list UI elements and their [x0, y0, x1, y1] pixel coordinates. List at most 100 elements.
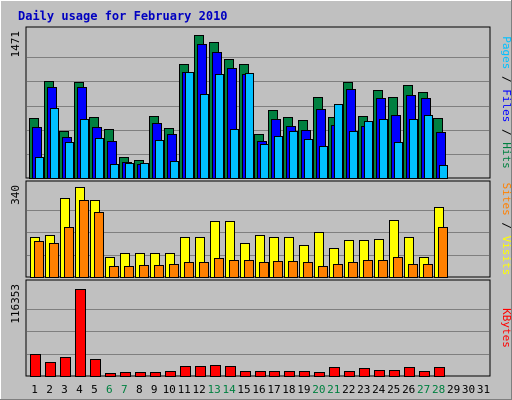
legend: Pages / Files / Hits: [500, 36, 512, 169]
bar-kbytes-day-1: [30, 354, 41, 377]
legend-entry: /: [500, 122, 512, 142]
bar-pages-day-2: [50, 108, 59, 179]
bar-pages-day-12: [200, 94, 209, 179]
hits_panel: 1471 Pages / Files / Hits: [9, 26, 512, 179]
bar-pages-day-6: [110, 164, 119, 179]
legend-entry: Sites: [500, 183, 512, 216]
legend-entry: Files: [500, 89, 512, 122]
x-tick-label: 5: [91, 383, 98, 396]
bar-sites-day-26: [408, 264, 418, 278]
bar-kbytes-day-27: [419, 371, 430, 377]
visits_panel: 340 Sites / Visits: [9, 180, 512, 278]
x-tick-label: 19: [297, 383, 310, 396]
bar-sites-day-17: [273, 261, 283, 278]
x-tick-label: 30: [462, 383, 475, 396]
x-tick-label: 4: [76, 383, 83, 396]
bar-pages-day-7: [125, 163, 134, 179]
bar-kbytes-day-23: [359, 368, 370, 377]
x-tick-label: 12: [192, 383, 205, 396]
bar-kbytes-day-15: [240, 371, 251, 377]
legend-entry: /: [500, 69, 512, 89]
bar-pages-day-9: [155, 140, 164, 179]
bar-kbytes-day-22: [344, 371, 355, 377]
y-axis-max-label: 116353: [9, 284, 22, 324]
x-tick-label: 11: [178, 383, 191, 396]
bar-sites-day-14: [229, 260, 239, 278]
legend-entry: Pages: [500, 36, 512, 69]
bar-kbytes-day-26: [404, 367, 415, 377]
bar-sites-day-22: [348, 262, 358, 278]
bar-kbytes-day-8: [135, 372, 146, 377]
bar-sites-day-28: [438, 227, 448, 278]
bar-pages-day-27: [424, 115, 433, 179]
x-tick-label: 8: [136, 383, 143, 396]
bar-sites-day-1: [34, 241, 44, 278]
bar-kbytes-day-2: [45, 362, 56, 377]
y-axis-max-label: 340: [9, 185, 22, 205]
bar-sites-day-13: [214, 258, 224, 278]
x-tick-label: 27: [417, 383, 430, 396]
bar-kbytes-day-19: [299, 371, 310, 377]
x-tick-label: 22: [342, 383, 355, 396]
bar-sites-day-8: [139, 265, 149, 278]
x-tick-label: 7: [121, 383, 128, 396]
x-tick-label: 13: [207, 383, 220, 396]
bar-sites-day-23: [363, 260, 373, 278]
x-tick-label: 3: [61, 383, 68, 396]
bar-pages-day-21: [334, 104, 343, 179]
bar-sites-day-4: [79, 200, 89, 278]
bar-sites-day-7: [124, 266, 134, 278]
bar-kbytes-day-17: [269, 371, 280, 377]
bar-sites-day-25: [393, 257, 403, 278]
bar-pages-day-14: [230, 129, 239, 179]
x-tick-label: 9: [151, 383, 158, 396]
bar-kbytes-day-21: [329, 367, 340, 377]
x-tick-label: 21: [327, 383, 340, 396]
x-axis-labels: 1 2 3 4 5 6 7 8 9 10 11 12 13 14 15 16 17 18 19 20 21 22 23 24 2…: [31, 383, 490, 396]
x-tick-label: 29: [447, 383, 460, 396]
bar-sites-day-12: [199, 262, 209, 278]
bar-kbytes-day-9: [150, 372, 161, 377]
x-tick-label: 17: [267, 383, 280, 396]
legend: KBytes: [500, 308, 512, 348]
legend: Sites / Visits: [500, 183, 512, 276]
bar-kbytes-day-4: [75, 289, 86, 377]
bar-kbytes-day-7: [120, 372, 131, 377]
bar-pages-day-13: [215, 74, 224, 179]
bar-pages-day-4: [80, 119, 89, 179]
bar-sites-day-11: [184, 262, 194, 278]
bar-pages-day-16: [260, 144, 269, 179]
x-tick-label: 24: [372, 383, 386, 396]
bar-kbytes-day-24: [374, 370, 385, 377]
bar-kbytes-day-11: [180, 366, 191, 377]
x-tick-label: 28: [432, 383, 445, 396]
chart-title: Daily usage for February 2010: [18, 9, 228, 23]
bar-pages-day-20: [319, 146, 328, 179]
x-tick-label: 20: [312, 383, 325, 396]
x-tick-label: 31: [477, 383, 490, 396]
bar-kbytes-day-28: [434, 367, 445, 377]
bar-sites-day-18: [288, 261, 298, 278]
plot-area: [25, 279, 491, 377]
bar-kbytes-day-6: [105, 373, 116, 377]
bar-pages-day-22: [349, 131, 358, 179]
x-tick-label: 16: [252, 383, 265, 396]
x-tick-label: 26: [402, 383, 415, 396]
legend-entry: Visits: [500, 236, 512, 276]
bar-kbytes-day-18: [284, 371, 295, 377]
bar-sites-day-24: [378, 260, 388, 278]
bar-sites-day-10: [169, 264, 179, 278]
bar-sites-day-3: [64, 227, 74, 278]
bar-sites-day-5: [94, 212, 104, 278]
x-tick-label: 10: [163, 383, 176, 396]
bar-sites-day-20: [318, 266, 328, 278]
bar-pages-day-15: [245, 73, 254, 179]
bar-kbytes-day-25: [389, 370, 400, 377]
bar-sites-day-16: [259, 262, 269, 278]
bar-kbytes-day-5: [90, 359, 101, 377]
bar-sites-day-9: [154, 265, 164, 278]
x-tick-label: 18: [282, 383, 295, 396]
bar-pages-day-23: [364, 121, 373, 179]
y-axis-max-label: 1471: [9, 31, 22, 58]
